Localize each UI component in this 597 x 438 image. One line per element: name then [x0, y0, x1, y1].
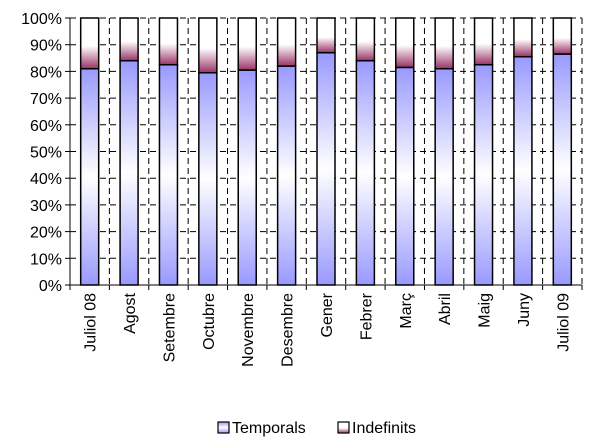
x-tick-label: Juny — [516, 293, 533, 327]
y-axis-tick-labels: 0% 10% 20% 30% 40% 50% 60% 70% 80% 90% 100% — [21, 11, 62, 295]
x-axis-tick-labels: Juliol 08 Agost Setembre Octubre Novembre Des… — [83, 292, 573, 366]
y-tick-label: 40% — [30, 171, 62, 188]
bar-indefinits — [355, 17, 376, 62]
bar-temporals — [552, 53, 573, 286]
legend-swatch-indefinits — [337, 421, 350, 434]
x-tick-label: Juliol 08 — [83, 293, 100, 352]
y-tick-label: 100% — [21, 11, 62, 28]
legend: Temporals Indefinits — [217, 420, 416, 437]
bar-temporals — [434, 67, 454, 286]
bar-temporals — [316, 51, 336, 286]
bar-indefinits — [513, 17, 533, 58]
x-tick-label: Setembre — [161, 293, 178, 362]
bar-indefinits — [316, 17, 336, 54]
bar-temporals — [79, 67, 100, 286]
bar-indefinits — [119, 17, 139, 62]
legend-label-temporals: Temporals — [232, 420, 306, 437]
bar-indefinits — [395, 17, 415, 69]
bar-temporals — [198, 71, 218, 286]
bar-temporals — [513, 55, 533, 286]
bar-temporals — [276, 65, 297, 286]
y-tick-label: 90% — [30, 38, 62, 55]
x-tick-label: Octubre — [201, 293, 218, 350]
x-tick-label: Novembre — [240, 293, 257, 367]
y-tick-label: 10% — [30, 251, 62, 268]
bar-indefinits — [473, 17, 494, 66]
bars — [79, 17, 573, 286]
axes — [65, 17, 583, 290]
y-tick-label: 0% — [39, 278, 62, 295]
y-tick-label: 20% — [30, 225, 62, 242]
y-tick-label: 60% — [30, 118, 62, 135]
x-tick-label: Març — [398, 293, 415, 329]
y-tick-label: 50% — [30, 145, 62, 162]
bar-indefinits — [276, 17, 297, 67]
bar-temporals — [395, 66, 415, 286]
y-tick-label: 80% — [30, 64, 62, 81]
x-tick-label: Febrer — [358, 292, 375, 340]
bar-temporals — [237, 69, 257, 286]
y-tick-label: 70% — [30, 91, 62, 108]
x-tick-label: Desembre — [280, 293, 297, 367]
y-tick-label: 30% — [30, 198, 62, 215]
bar-indefinits — [158, 17, 179, 66]
bar-temporals — [119, 59, 139, 286]
bar-indefinits — [434, 17, 454, 70]
bar-indefinits — [552, 17, 573, 55]
legend-label-indefinits: Indefinits — [352, 420, 416, 437]
bar-indefinits — [79, 17, 100, 70]
x-tick-label: Juliol 09 — [555, 293, 572, 352]
legend-swatch-temporals — [217, 421, 230, 434]
bar-temporals — [473, 63, 494, 286]
bar-temporals — [355, 59, 376, 286]
bar-indefinits — [237, 17, 257, 71]
x-tick-label: Gener — [319, 292, 336, 337]
x-tick-label: Abril — [437, 293, 454, 325]
x-tick-label: Agost — [122, 292, 139, 333]
bar-indefinits — [198, 17, 218, 74]
x-tick-label: Maig — [477, 293, 494, 328]
bar-temporals — [158, 63, 179, 286]
